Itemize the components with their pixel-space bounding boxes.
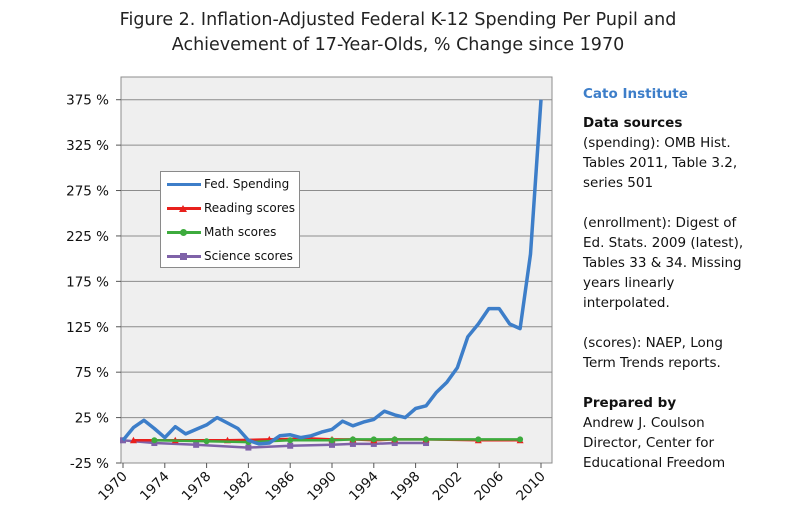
- x-tick-label: 2006: [471, 469, 507, 505]
- chart-title: Figure 2. Inflation-Adjusted Federal K-1…: [0, 8, 796, 58]
- legend-swatch: [167, 250, 201, 262]
- data-point: [391, 436, 398, 443]
- legend-swatch: [167, 226, 201, 238]
- chart-title-line-2: Achievement of 17-Year-Olds, % Change si…: [171, 35, 625, 55]
- y-tick-label: 225 %: [66, 229, 109, 245]
- data-point: [287, 442, 294, 449]
- spending-source-line: Tables 2011, Table 3.2,: [583, 155, 738, 171]
- x-tick-label: 2002: [430, 469, 466, 505]
- scores-source-line: Term Trends reports.: [583, 355, 721, 371]
- x-tick-label: 1982: [221, 469, 257, 505]
- legend-item: Math scores: [167, 222, 276, 242]
- data-sources-heading: Data sources: [583, 115, 683, 131]
- author-line: Director, Center for: [583, 435, 715, 451]
- data-point: [370, 440, 377, 447]
- enrollment-source-line: Ed. Stats. 2009 (latest),: [583, 235, 744, 251]
- y-tick-label: 25 %: [75, 411, 109, 427]
- data-point: [287, 437, 294, 444]
- prepared-by-heading: Prepared by: [583, 395, 677, 411]
- organization-name: Cato Institute: [583, 86, 688, 102]
- x-tick-label: 1986: [262, 469, 298, 505]
- chart-legend: Fed. Spending Reading scores Math scores Sc…: [160, 171, 300, 268]
- x-tick-label: 1990: [304, 469, 340, 505]
- legend-label: Reading scores: [204, 201, 296, 215]
- y-tick-label: 125 %: [66, 320, 109, 336]
- data-point: [349, 436, 356, 443]
- enrollment-source-line: years linearly: [583, 275, 675, 291]
- legend-label: Math scores: [204, 225, 277, 239]
- legend-swatch: [167, 178, 201, 190]
- legend-swatch: [167, 202, 201, 214]
- enrollment-source-line: Tables 33 & 34. Missing: [583, 255, 742, 271]
- legend-label: Fed. Spending: [204, 177, 290, 191]
- data-point: [475, 436, 482, 443]
- plot-area: [120, 76, 553, 464]
- data-point: [245, 444, 252, 451]
- spending-source-line: series 501: [583, 175, 654, 191]
- y-tick-label: -25 %: [70, 456, 109, 472]
- data-point: [517, 436, 524, 443]
- data-point: [391, 440, 398, 447]
- legend-label: Science scores: [204, 249, 293, 263]
- scores-source-line: (scores): NAEP, Long: [583, 335, 723, 351]
- data-point: [370, 436, 377, 443]
- data-point: [329, 437, 335, 444]
- enrollment-source-line: (enrollment): Digest of: [583, 215, 737, 231]
- x-tick-label: 1978: [179, 469, 215, 505]
- y-tick-label: 75 %: [75, 365, 109, 381]
- legend-item: Fed. Spending: [167, 174, 289, 194]
- x-tick-label: 2010: [513, 469, 549, 505]
- x-tick-label: 1998: [388, 469, 424, 505]
- series-line: [121, 99, 543, 446]
- series-line: [122, 439, 427, 449]
- y-tick-label: 275 %: [66, 184, 109, 200]
- data-point: [151, 437, 158, 444]
- data-point: [203, 438, 210, 445]
- data-point: [349, 440, 356, 447]
- data-point: [129, 436, 137, 444]
- enrollment-source-line: interpolated.: [583, 295, 670, 311]
- data-point: [329, 441, 335, 448]
- spending-source-line: (spending): OMB Hist.: [583, 135, 731, 151]
- y-tick-label: 375 %: [66, 93, 109, 109]
- x-tick-label: 1970: [95, 469, 131, 505]
- legend-item: Science scores: [167, 246, 293, 266]
- x-tick-label: 1994: [346, 469, 382, 505]
- chart-title-line-1: Figure 2. Inflation-Adjusted Federal K-1…: [119, 10, 677, 30]
- author-line: Andrew J. Coulson: [583, 415, 705, 431]
- sidebar-notes: Cato Institute Data sources (spending): …: [583, 84, 788, 473]
- data-point: [193, 441, 200, 448]
- data-point: [423, 440, 430, 447]
- legend-item: Reading scores: [167, 198, 295, 218]
- y-tick-label: 325 %: [66, 138, 109, 154]
- y-tick-label: 175 %: [66, 274, 109, 290]
- data-point: [423, 436, 430, 443]
- x-tick-label: 1974: [137, 469, 173, 505]
- author-line: Educational Freedom: [583, 455, 726, 471]
